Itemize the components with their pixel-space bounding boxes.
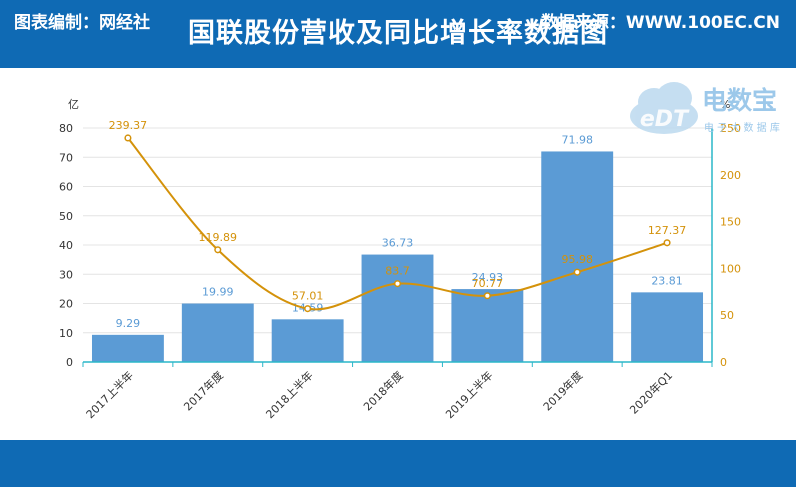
- x-tick-label: 2020年Q1: [627, 368, 676, 417]
- line-data-label: 95.98: [561, 253, 593, 266]
- bar: [541, 151, 614, 362]
- bar: [361, 254, 434, 362]
- footer-credit: 图表编制：网经社: [14, 13, 150, 33]
- y-tick-label: 70: [59, 151, 73, 164]
- line-point: [573, 268, 581, 276]
- line-point: [483, 292, 491, 300]
- y2-tick-label: 0: [720, 356, 727, 369]
- x-tick-label: 2017年度: [181, 368, 226, 413]
- bar-data-label: 71.98: [561, 133, 593, 146]
- y2-axis-unit: %: [720, 98, 730, 111]
- line-data-label: 83.7: [385, 265, 410, 278]
- y-tick-label: 50: [59, 210, 73, 223]
- y-tick-label: 10: [59, 327, 73, 340]
- y-axis-unit: 亿: [68, 98, 79, 111]
- line-point: [304, 305, 312, 313]
- line-point: [393, 280, 402, 288]
- line-point: [214, 246, 222, 254]
- y-tick-label: 0: [66, 356, 73, 369]
- y2-tick-label: 50: [720, 309, 734, 322]
- x-tick-label: 2018上半年: [263, 368, 316, 421]
- x-tick-label: 2018年度: [360, 368, 405, 413]
- y2-tick-label: 150: [720, 216, 741, 229]
- bar-data-label: 24.93: [472, 271, 504, 284]
- y2-tick-label: 250: [720, 122, 741, 135]
- bar: [451, 289, 524, 362]
- footer-bar: [0, 440, 796, 487]
- chart-title: 国联股份营收及同比增长率数据图: [188, 18, 608, 49]
- logo-mark: eDT: [640, 107, 690, 132]
- logo: eDT 电数宝 电 子 大 数 据 库: [630, 82, 780, 134]
- combo-chart: 0 10 20 30 40 50 60 70 80 0 50 100 150 200 250 亿 % 9.29 19…: [59, 98, 741, 421]
- line-data-label: 70.77: [472, 277, 504, 290]
- header-bar: [0, 0, 796, 68]
- bar: [91, 334, 164, 362]
- y-tick-label: 40: [59, 239, 73, 252]
- line-data-label: 127.37: [648, 224, 687, 237]
- line-data-label: 57.01: [292, 290, 324, 303]
- y-tick-label: 80: [59, 122, 73, 135]
- logo-name: 电数宝: [702, 86, 777, 115]
- cloud-icon: [630, 82, 698, 134]
- line-point: [663, 239, 671, 247]
- logo-tagline: 电 子 大 数 据 库: [704, 121, 780, 134]
- footer-source: 数据来源：WWW.100EC.CN: [540, 13, 780, 33]
- bar: [271, 319, 344, 362]
- bar-data-label: 23.81: [651, 274, 683, 287]
- x-tick-label: 2019上半年: [442, 368, 495, 421]
- y2-tick-label: 100: [720, 262, 741, 275]
- bar: [631, 292, 704, 362]
- y-tick-label: 30: [59, 268, 73, 281]
- line-data-label: 239.37: [109, 119, 148, 132]
- line-point: [124, 134, 132, 142]
- y-tick-label: 20: [59, 298, 73, 311]
- x-tick-label: 2019年度: [540, 368, 585, 413]
- bar-data-label: 9.29: [116, 317, 141, 330]
- bar-data-label: 36.73: [382, 237, 414, 250]
- y2-tick-label: 200: [720, 169, 741, 182]
- line-data-label: 119.89: [199, 231, 238, 244]
- y-tick-label: 60: [59, 181, 73, 194]
- bar-data-label: 19.99: [202, 286, 234, 299]
- bar: [181, 303, 254, 362]
- x-tick-label: 2017上半年: [83, 368, 136, 421]
